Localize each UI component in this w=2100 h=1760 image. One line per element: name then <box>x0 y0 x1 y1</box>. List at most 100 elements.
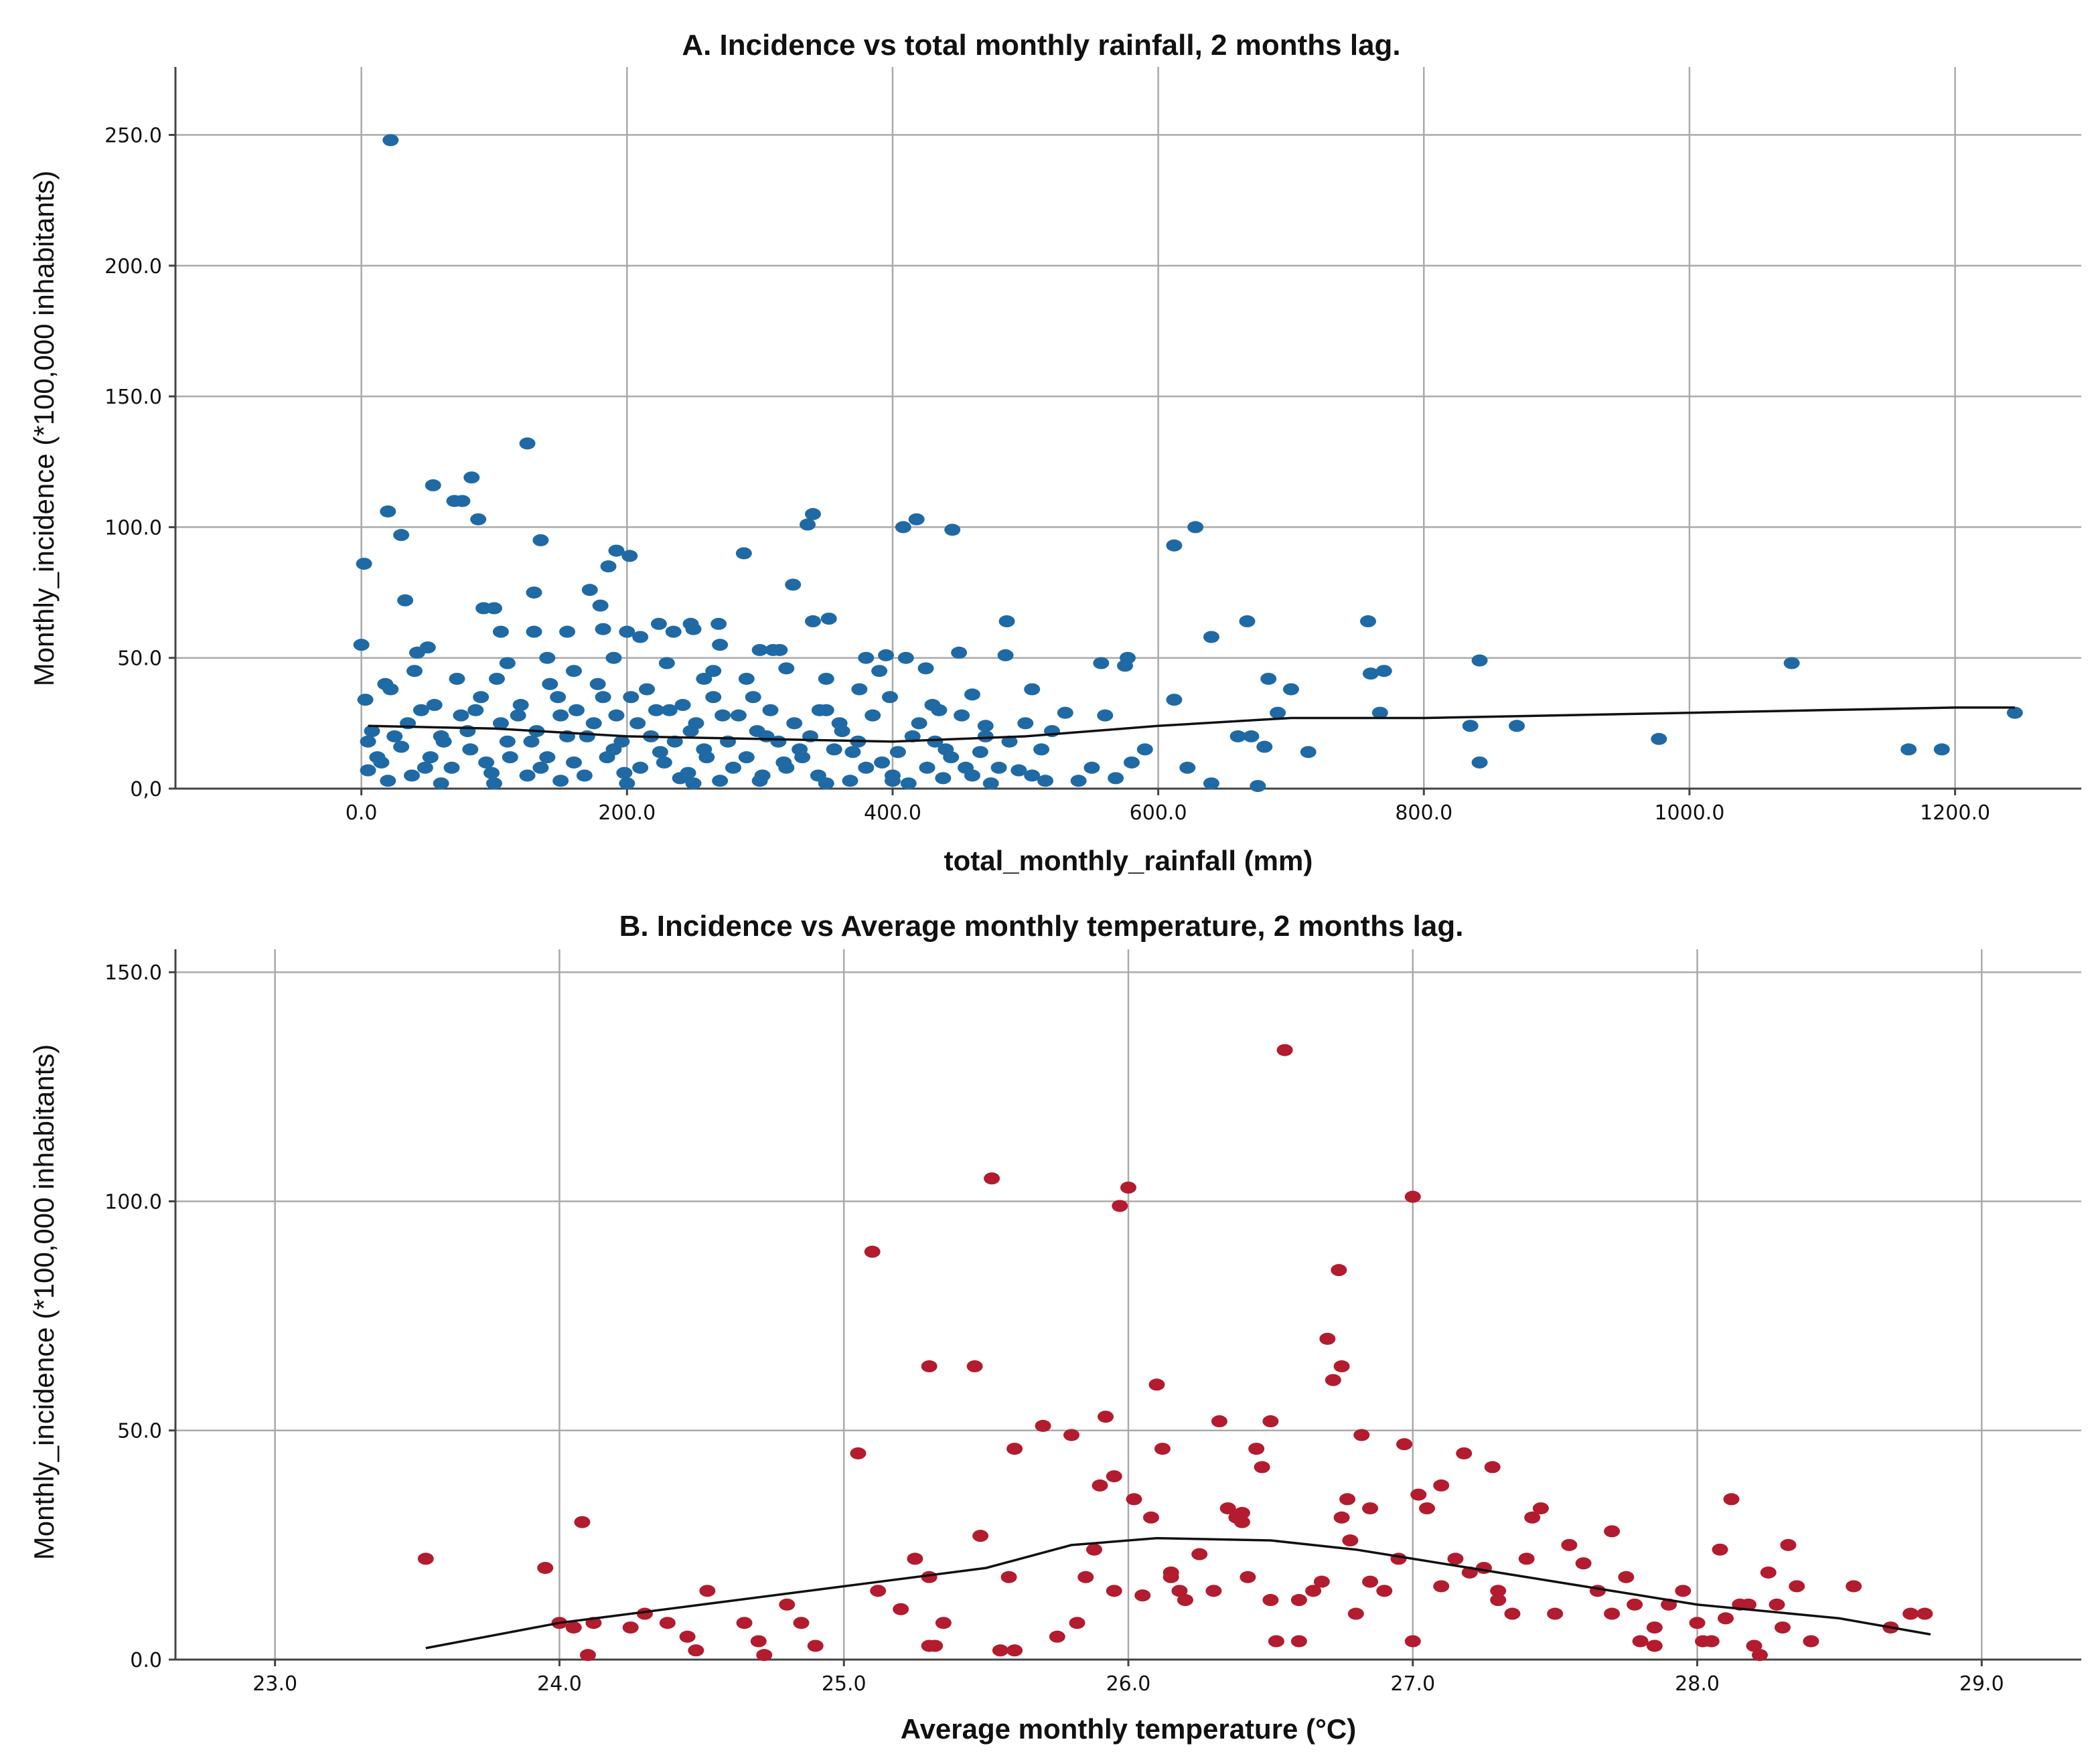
data-point <box>1362 667 1379 680</box>
data-point <box>1006 1644 1023 1657</box>
data-point <box>623 691 640 704</box>
panel-a-x-axis-label: total_monthly_rainfall (mm) <box>944 845 1313 876</box>
panel-a-trend-line <box>368 706 2015 743</box>
data-point <box>565 1621 582 1634</box>
data-point <box>353 639 370 651</box>
data-point <box>751 775 768 787</box>
data-point <box>1123 756 1140 769</box>
data-point <box>666 735 683 748</box>
data-point <box>750 1635 767 1648</box>
data-point <box>1618 1571 1635 1583</box>
data-point <box>629 717 646 730</box>
data-point <box>977 720 994 732</box>
data-point <box>1760 1566 1777 1579</box>
data-point <box>619 625 635 638</box>
data-point <box>1250 780 1266 793</box>
data-point <box>595 691 611 704</box>
data-point <box>1712 1543 1728 1556</box>
data-point <box>705 665 722 677</box>
data-point <box>889 746 906 758</box>
data-point <box>964 769 980 782</box>
data-point <box>756 1649 773 1662</box>
data-point <box>539 651 556 664</box>
data-point <box>382 134 399 147</box>
data-point <box>412 704 429 716</box>
x-tick-label: 800.0 <box>1395 801 1452 825</box>
data-point <box>1154 1443 1171 1455</box>
data-point <box>1098 1411 1114 1423</box>
data-point <box>1024 683 1041 696</box>
data-point <box>1509 720 1525 732</box>
data-point <box>1604 1607 1621 1620</box>
data-point <box>499 657 516 669</box>
data-point <box>648 704 664 716</box>
data-point <box>454 495 471 507</box>
x-tick-label: 0.0 <box>346 801 378 825</box>
data-point <box>433 777 449 790</box>
data-point <box>1490 1594 1507 1607</box>
panel-b-title: B. Incidence vs Average monthly temperat… <box>619 910 1464 943</box>
data-point <box>478 756 495 769</box>
data-point <box>770 735 787 748</box>
data-point <box>850 1447 867 1459</box>
data-point <box>1229 730 1246 742</box>
data-point <box>632 761 649 774</box>
data-point <box>771 643 788 656</box>
data-point <box>884 775 901 787</box>
data-point <box>483 767 500 779</box>
data-point <box>907 1552 923 1565</box>
data-point <box>943 751 960 764</box>
data-point <box>1239 615 1256 628</box>
data-point <box>568 704 585 716</box>
data-point <box>599 751 615 764</box>
data-point <box>658 657 675 669</box>
data-point <box>1000 1571 1017 1583</box>
data-point <box>800 518 816 531</box>
data-point <box>1205 1585 1222 1597</box>
data-point <box>574 1516 591 1528</box>
data-point <box>1447 1552 1464 1565</box>
data-point <box>1112 1200 1128 1212</box>
panel-a-x-ticks: 0.0 200.0 400.0 600.0 800.0 1000.0 1200.0 <box>346 789 1990 825</box>
data-point <box>1371 706 1388 719</box>
data-point <box>510 709 526 722</box>
data-point <box>1035 1419 1051 1432</box>
data-point <box>1106 1470 1122 1483</box>
data-point <box>1803 1635 1819 1648</box>
data-point <box>656 756 672 769</box>
data-point <box>1086 1543 1103 1556</box>
data-point <box>674 699 691 712</box>
data-point <box>944 524 961 536</box>
data-point <box>453 709 469 722</box>
data-point <box>576 769 593 782</box>
data-point <box>921 1360 937 1372</box>
data-point <box>592 599 609 612</box>
data-point <box>1219 1502 1236 1515</box>
data-point <box>1342 1534 1359 1547</box>
data-point <box>749 725 765 738</box>
data-point <box>738 672 755 685</box>
data-point <box>1260 672 1277 685</box>
data-point <box>1117 659 1134 672</box>
data-point <box>488 672 505 685</box>
data-point <box>595 623 611 635</box>
data-point <box>605 651 622 664</box>
data-point <box>1006 1443 1023 1455</box>
data-point <box>745 691 761 704</box>
data-point <box>467 704 484 716</box>
data-point <box>622 1621 639 1634</box>
data-point <box>997 649 1014 661</box>
data-point <box>1177 1594 1193 1607</box>
data-point <box>778 761 795 774</box>
data-point <box>1171 1585 1188 1597</box>
x-tick-label: 1000.0 <box>1654 801 1724 825</box>
data-point <box>1347 1607 1364 1620</box>
data-point <box>542 677 558 690</box>
data-point <box>1547 1607 1564 1620</box>
data-point <box>1083 761 1100 774</box>
data-point <box>1462 720 1479 732</box>
panel-b-x-ticks: 23.0 24.0 25.0 26.0 27.0 28.0 29.0 <box>252 1660 2004 1696</box>
data-point <box>1404 1635 1421 1648</box>
data-point <box>804 615 821 628</box>
data-point <box>1484 1461 1501 1473</box>
